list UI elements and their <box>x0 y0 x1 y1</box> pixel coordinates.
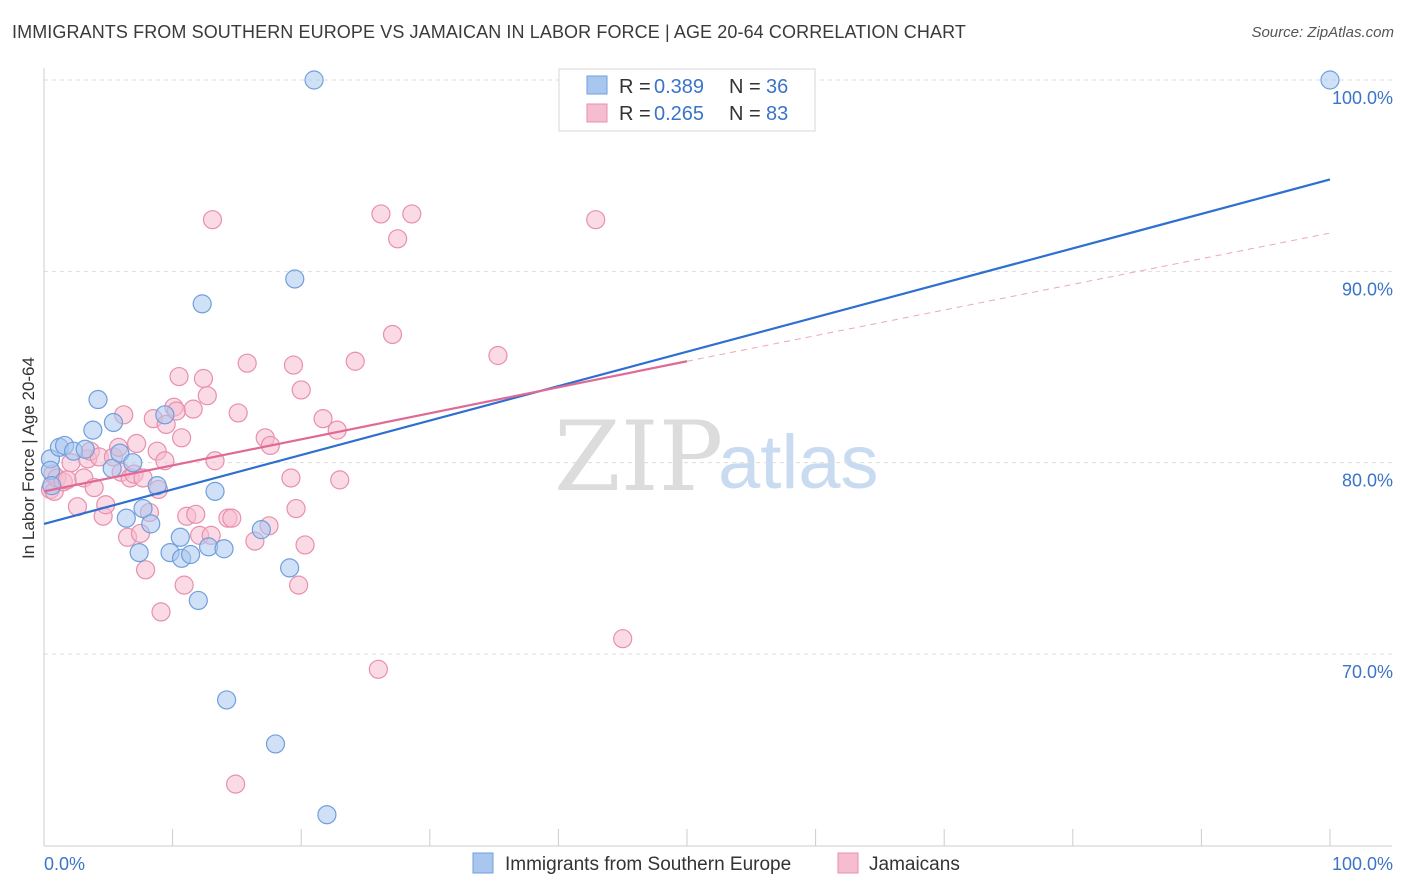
legend-n-value-blue: 36 <box>766 76 788 98</box>
jamaicans-point <box>388 229 408 249</box>
legend-n-value-pink: 83 <box>766 103 788 125</box>
southern-europe-points <box>40 70 1340 825</box>
southern-europe-point <box>83 420 103 440</box>
chart-title: IMMIGRANTS FROM SOUTHERN EUROPE VS JAMAI… <box>12 22 966 42</box>
southern-europe-point <box>205 481 225 501</box>
jamaicans-point <box>613 629 633 649</box>
legend-swatch-pink <box>586 103 608 123</box>
jamaicans-point <box>368 659 388 679</box>
southern-europe-point <box>129 542 149 563</box>
jamaicans-point <box>345 351 365 371</box>
jamaicans-point <box>330 470 350 490</box>
legend-n-label-pink: N = <box>729 103 761 125</box>
y-tick-label-90: 90.0% <box>1342 279 1393 299</box>
southern-europe-point <box>251 520 271 540</box>
jamaicans-point <box>313 409 333 429</box>
jamaicans-point <box>382 324 403 345</box>
x-tick-label-max: 100.0% <box>1332 854 1393 874</box>
jamaicans-point <box>174 575 194 595</box>
legend-r-label-pink: R = <box>619 103 651 125</box>
y-axis-label: In Labor Force | Age 20-64 <box>19 357 38 559</box>
jamaicans-point <box>126 433 147 454</box>
series-legend-label-pink: Jamaicans <box>869 854 960 875</box>
jamaicans-point <box>151 602 171 622</box>
series-legend: Immigrants from Southern Europe Jamaican… <box>472 852 960 875</box>
legend-n-label-blue: N = <box>729 76 761 98</box>
southern-europe-point <box>181 544 201 565</box>
y-tick-labels: 70.0% 80.0% 90.0% 100.0% <box>1332 88 1393 682</box>
jamaicans-point <box>289 575 309 595</box>
jamaicans-trend-line <box>43 360 688 493</box>
jamaicans-points <box>40 204 633 794</box>
jamaicans-point <box>226 774 246 794</box>
southern-europe-point <box>103 412 124 433</box>
legend-r-value-blue: 0.389 <box>654 76 704 98</box>
southern-europe-point <box>133 498 153 519</box>
southern-europe-point <box>285 269 305 289</box>
southern-europe-point <box>265 734 286 754</box>
jamaicans-point <box>286 498 306 519</box>
southern-europe-point <box>75 439 95 459</box>
jamaicans-point <box>193 368 214 389</box>
legend-r-value-pink: 0.265 <box>654 103 704 125</box>
jamaicans-point <box>183 399 203 419</box>
jamaicans-point <box>169 366 189 387</box>
southern-europe-point <box>317 805 337 825</box>
jamaicans-point <box>186 504 206 524</box>
southern-europe-point <box>155 405 175 425</box>
jamaicans-point <box>283 355 304 375</box>
legend-r-label-blue: R = <box>619 76 651 98</box>
southern-europe-point <box>188 590 208 611</box>
y-tick-label-80: 80.0% <box>1342 471 1393 491</box>
jamaicans-point <box>172 428 192 448</box>
southern-europe-point <box>217 690 237 710</box>
y-tick-label-100: 100.0% <box>1332 88 1393 108</box>
southern-europe-point <box>304 70 324 90</box>
stats-legend: R = 0.389 N = 36 R = 0.265 N = 83 <box>558 68 816 132</box>
series-legend-swatch-blue <box>472 852 494 874</box>
southern-europe-point <box>1320 70 1340 90</box>
jamaicans-point <box>237 353 257 373</box>
southern-europe-point <box>214 539 234 559</box>
southern-europe-point <box>170 527 190 547</box>
y-tick-label-70: 70.0% <box>1342 662 1393 682</box>
southern-europe-point <box>116 508 136 528</box>
jamaicans-point <box>197 386 217 406</box>
series-legend-label-blue: Immigrants from Southern Europe <box>505 854 791 875</box>
southern-europe-point <box>280 558 300 578</box>
southern-europe-point <box>110 443 130 463</box>
southern-europe-point <box>141 514 161 534</box>
southern-europe-point <box>192 294 212 314</box>
southern-europe-point <box>88 389 108 410</box>
southern-europe-trend-line <box>43 178 1331 525</box>
series-legend-swatch-pink <box>837 852 859 874</box>
jamaicans-point <box>371 204 391 224</box>
source-credit: Source: ZipAtlas.com <box>1251 24 1394 41</box>
jamaicans-point <box>488 345 508 366</box>
jamaicans-point <box>222 508 242 528</box>
jamaicans-point <box>295 535 315 555</box>
jamaicans-point <box>402 204 422 224</box>
watermark-zip: ZIP <box>554 401 723 513</box>
jamaicans-point <box>291 380 311 400</box>
jamaicans-point <box>202 210 223 230</box>
jamaicans-point <box>228 403 248 423</box>
jamaicans-point <box>135 560 156 580</box>
trend-lines <box>43 178 1331 525</box>
southern-europe-point <box>123 453 143 473</box>
jamaicans-point <box>281 468 301 488</box>
legend-swatch-blue <box>586 75 608 95</box>
jamaicans-point <box>586 210 606 230</box>
x-tick-label-min: 0.0% <box>44 854 85 874</box>
jamaicans-trend-extension <box>686 232 1331 362</box>
